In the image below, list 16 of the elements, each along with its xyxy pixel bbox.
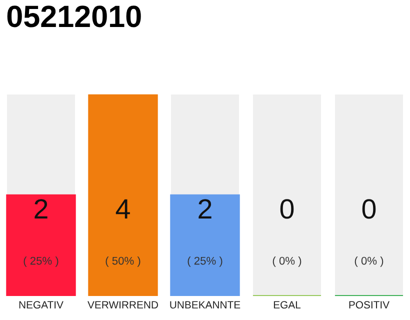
chart-title: 05212010 [7,6,141,28]
x-tick-label: POSITIV [349,301,390,309]
x-tick-label: EGAL [274,301,301,309]
x-tick-label: UNBEKANNTE [170,301,240,309]
data-label: 2 [198,199,212,219]
data-label: 0 [362,199,376,219]
data-label: 0 [280,199,294,219]
annotation: ( 0% ) [272,256,302,267]
x-tick-label: VERWIRREND [88,301,158,308]
annotation: ( 0% ) [354,256,384,267]
data-label: 2 [34,199,48,219]
x-tick-label: NEGATIV [19,301,64,309]
annotation: ( 50% ) [106,256,140,267]
data-label: 4 [116,199,130,219]
annotation: ( 25% ) [188,256,222,267]
annotation: ( 25% ) [24,256,58,267]
